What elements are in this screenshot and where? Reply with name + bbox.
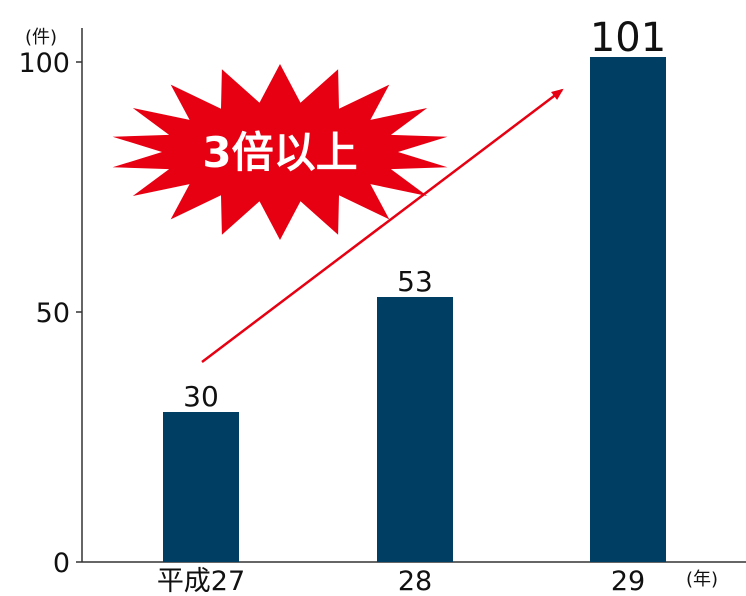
y-axis-ticks: 0 50 100 xyxy=(18,48,82,579)
burst-shape xyxy=(112,64,448,240)
x-unit-label: (年) xyxy=(686,569,718,590)
y-tick-label: 50 xyxy=(36,298,70,329)
burst-text: 3倍以上 xyxy=(202,128,357,177)
y-unit-label: (件) xyxy=(25,27,57,48)
y-tick-label: 0 xyxy=(53,548,70,579)
category-label: 29 xyxy=(611,566,645,596)
bar-series xyxy=(163,57,666,562)
bar xyxy=(377,297,453,562)
bar xyxy=(163,412,239,562)
data-label: 30 xyxy=(183,380,219,413)
bar xyxy=(590,57,666,562)
annotation-burst: 3倍以上 xyxy=(112,64,448,240)
data-labels: 30 53 101 xyxy=(183,15,666,413)
growth-arrow xyxy=(201,88,564,363)
category-label: 28 xyxy=(398,566,432,596)
data-label: 53 xyxy=(397,265,433,298)
y-tick-label: 100 xyxy=(18,48,70,79)
category-label: 平成27 xyxy=(157,566,245,596)
category-labels: 平成27 28 29 xyxy=(157,566,645,596)
data-label: 101 xyxy=(590,15,666,61)
